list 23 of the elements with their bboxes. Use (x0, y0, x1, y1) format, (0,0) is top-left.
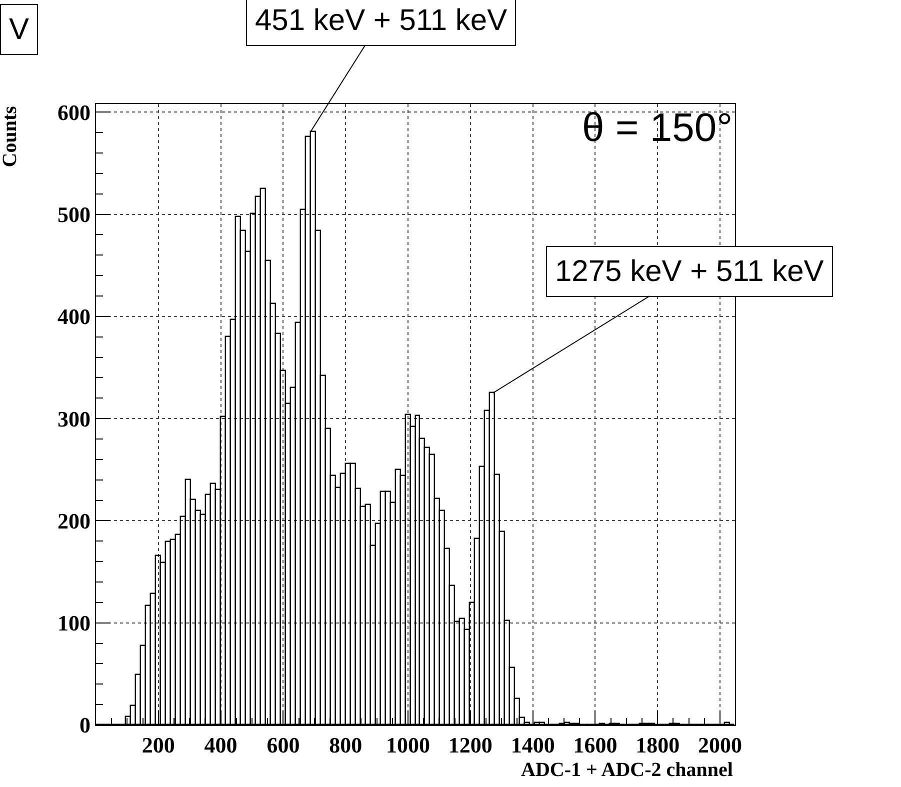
y-axis-title: Counts (0, 106, 22, 168)
x-tick-label: 2000 (698, 732, 742, 758)
x-tick-label: 1000 (386, 732, 430, 758)
y-tick-label: 0 (80, 712, 90, 738)
x-tick-label: 600 (266, 732, 300, 758)
y-tick-label: 600 (58, 100, 90, 125)
y-tick-label: 300 (58, 406, 90, 432)
y-tick-label: 500 (58, 202, 90, 228)
y-tick-label: 400 (58, 304, 90, 330)
x-tick-label: 1200 (448, 732, 492, 758)
x-tick-label: 400 (204, 732, 238, 758)
x-tick-label: 1600 (573, 732, 618, 758)
y-tick-label: 100 (58, 610, 90, 636)
annotation: 451 keV + 511 keV (255, 4, 508, 37)
x-tick-label: 800 (329, 732, 362, 758)
x-tick-label: 1400 (510, 732, 555, 758)
y-tick-label: 200 (58, 508, 90, 534)
x-tick-label: 1800 (636, 732, 680, 758)
text: V (9, 13, 30, 46)
annotation: θ = 150° (582, 106, 733, 150)
x-axis-title: ADC-1 + ADC-2 channel (521, 759, 734, 781)
x-tick-label: 200 (142, 732, 175, 758)
annotation: 1275 keV + 511 keV (555, 255, 824, 288)
